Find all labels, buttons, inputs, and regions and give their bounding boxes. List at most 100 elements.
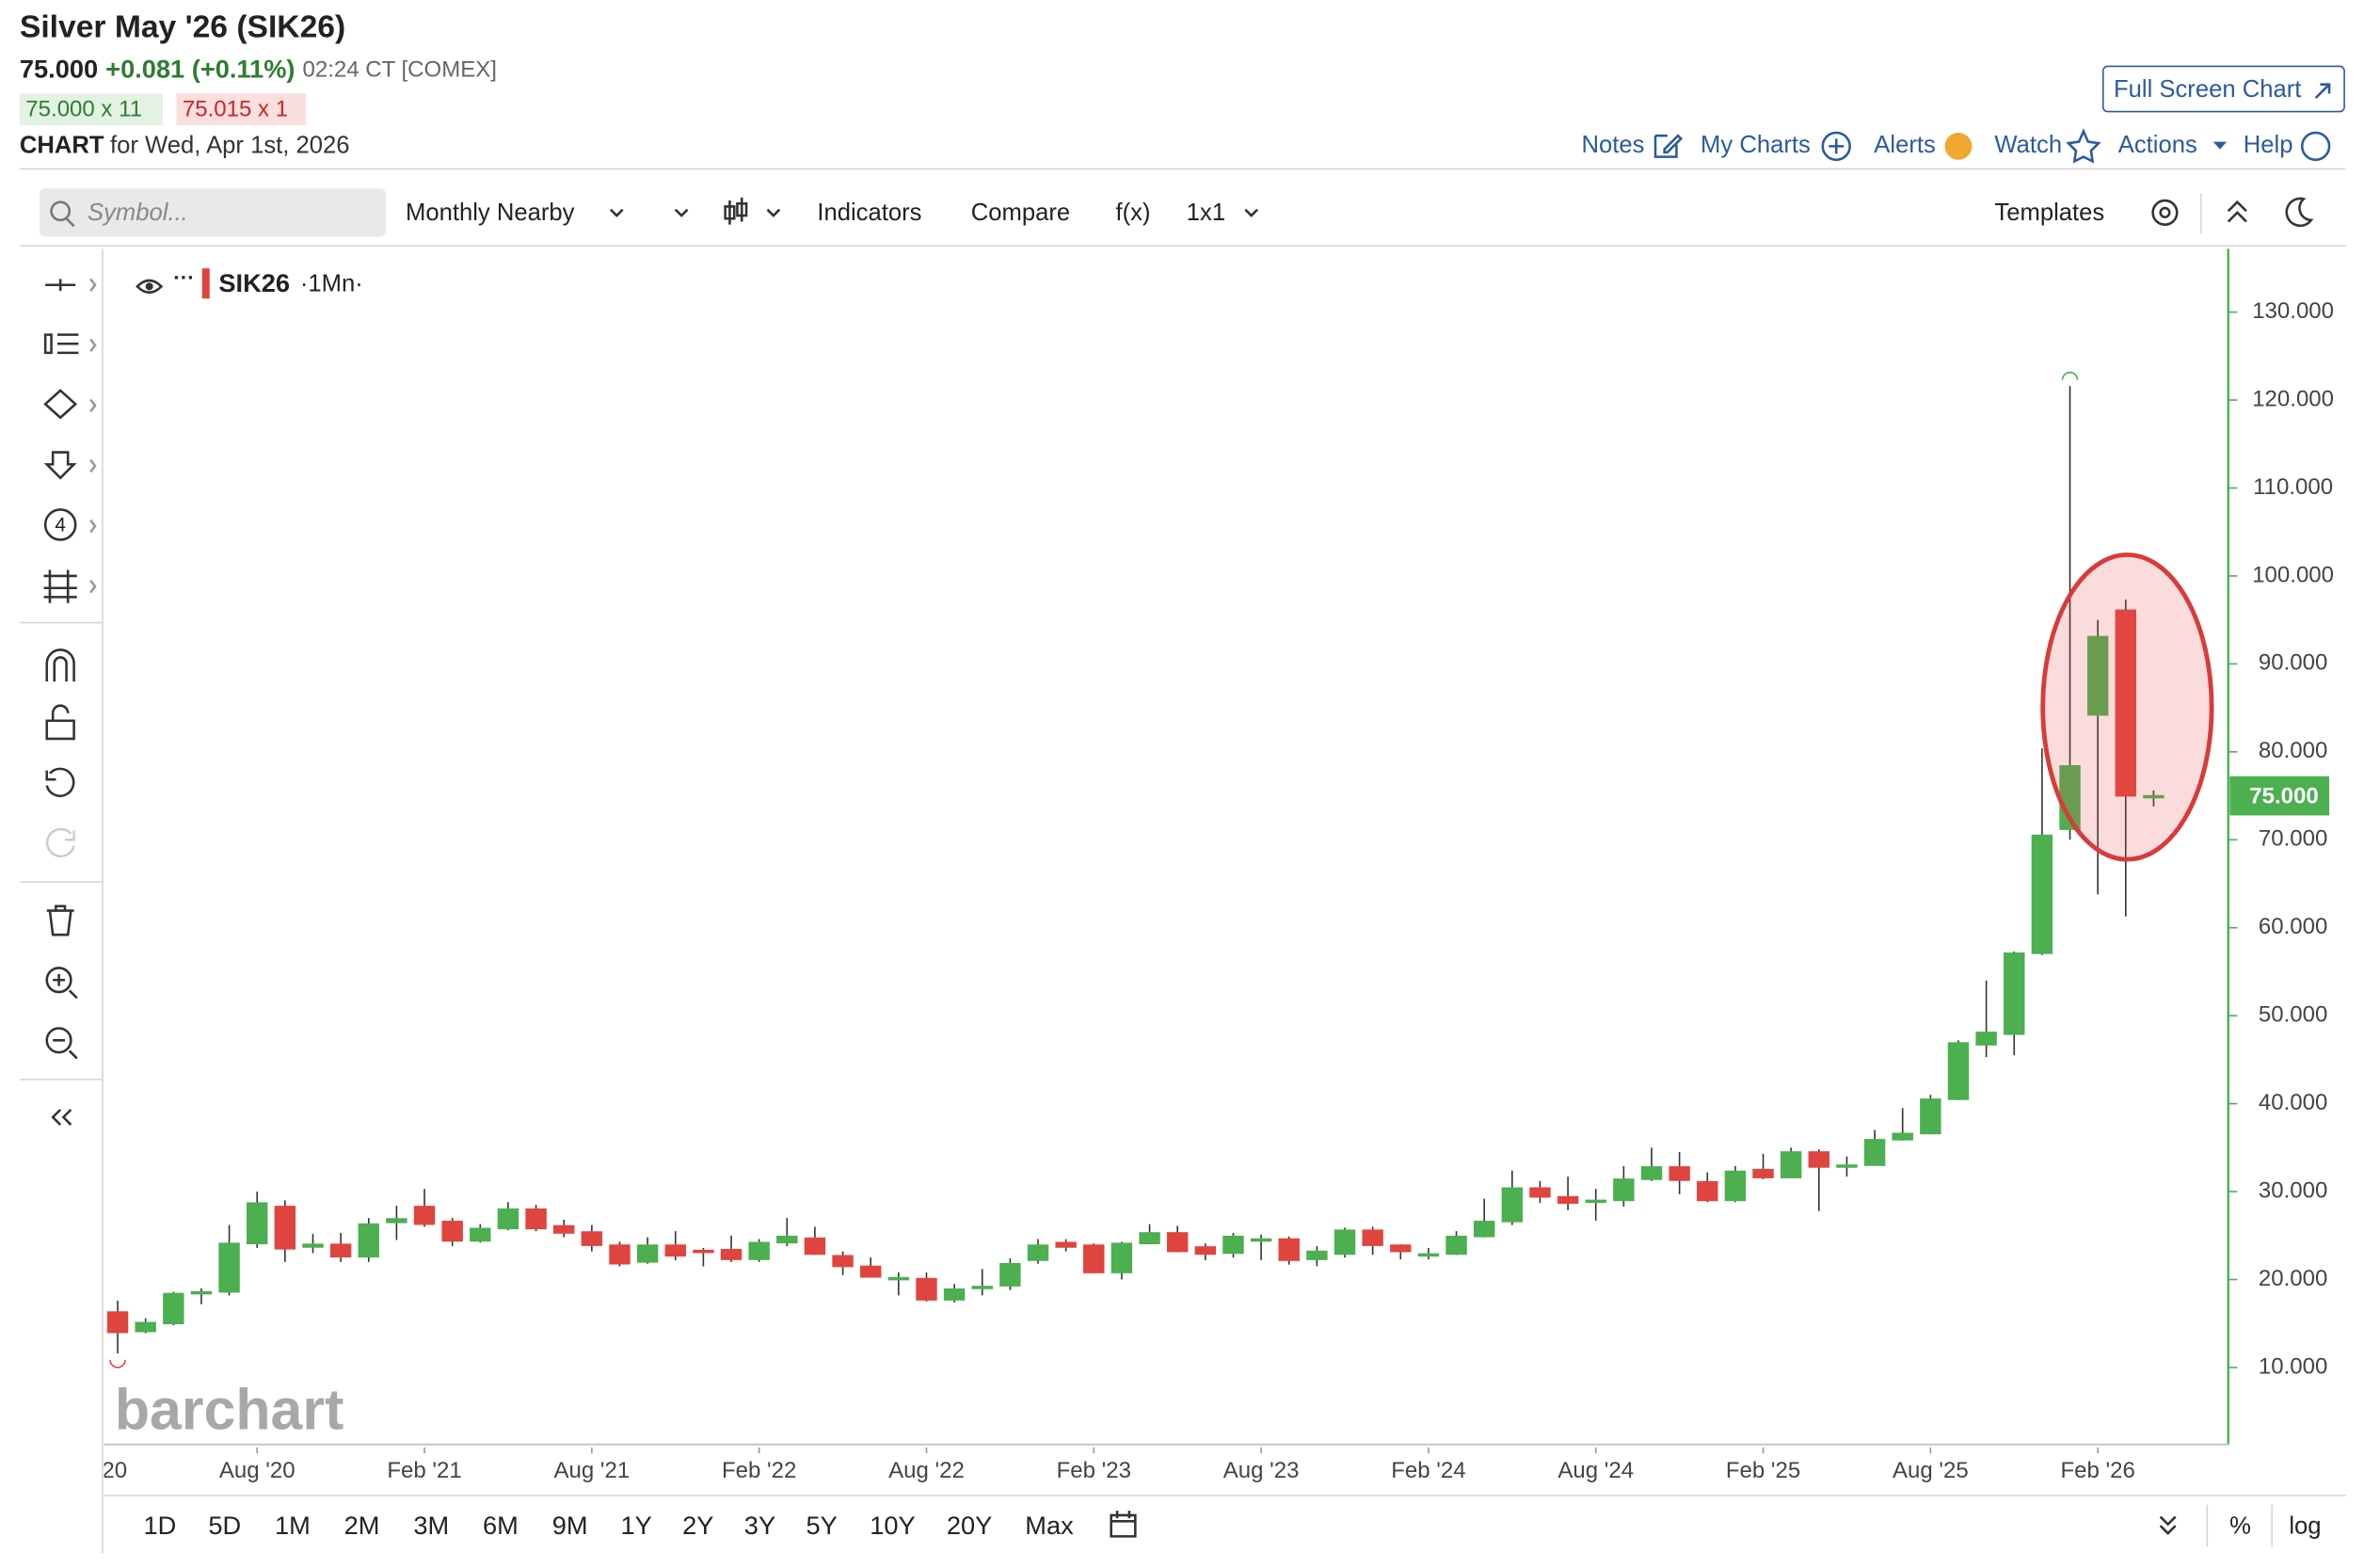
nav-link[interactable]: Alerts bbox=[1874, 132, 1936, 158]
x-tick-label: Feb '26 bbox=[2060, 1458, 2134, 1483]
period-button[interactable]: 6M bbox=[483, 1511, 519, 1540]
period-button[interactable]: 10Y bbox=[870, 1511, 915, 1540]
shape-tool[interactable] bbox=[43, 389, 78, 420]
y-tick-label: 40.000 bbox=[2259, 1090, 2327, 1115]
nav-link[interactable]: Actions bbox=[2118, 132, 2197, 158]
quote-line: 75.000 +0.081 (+0.11%) 02:24 CT [COMEX] bbox=[20, 54, 497, 83]
candle-body bbox=[218, 1242, 240, 1293]
fib-tool[interactable] bbox=[43, 333, 79, 355]
log-toggle[interactable]: log bbox=[2289, 1513, 2321, 1540]
y-tick-label: 10.000 bbox=[2259, 1353, 2327, 1379]
delete-tool[interactable] bbox=[46, 904, 74, 936]
candle-body bbox=[2004, 952, 2025, 1035]
period-button[interactable]: 5D bbox=[208, 1511, 241, 1540]
period-button[interactable]: 1Y bbox=[620, 1511, 651, 1540]
period-button[interactable]: 20Y bbox=[947, 1511, 992, 1540]
candles bbox=[106, 386, 2164, 1354]
chart-date-line: CHART for Wed, Apr 1st, 2026 bbox=[20, 132, 350, 158]
redo-tool[interactable] bbox=[45, 827, 75, 858]
candle-body bbox=[859, 1265, 882, 1278]
external-icon bbox=[2314, 83, 2331, 100]
templates-button[interactable]: Templates bbox=[1994, 200, 2104, 226]
collapse-toolbar[interactable] bbox=[51, 1109, 72, 1126]
chart-type-icon[interactable] bbox=[724, 197, 748, 225]
period-button[interactable]: 9M bbox=[552, 1511, 588, 1540]
nav-link[interactable]: Watch bbox=[1994, 132, 2062, 158]
zoom-in-ring bbox=[45, 967, 72, 994]
x-tick-label: Aug '21 bbox=[553, 1458, 630, 1483]
zoom-out-tool[interactable] bbox=[53, 1039, 78, 1060]
candle-body bbox=[1920, 1098, 1941, 1135]
candle-body bbox=[1863, 1139, 1886, 1166]
nav-link[interactable]: My Charts bbox=[1701, 132, 1811, 158]
candle-body bbox=[106, 1311, 129, 1334]
period-button[interactable]: 1M bbox=[275, 1511, 311, 1540]
candle-body bbox=[1334, 1229, 1356, 1256]
visibility-icon[interactable] bbox=[136, 279, 164, 295]
zoom-in-tool[interactable] bbox=[53, 973, 78, 1000]
indicators-button[interactable]: Indicators bbox=[817, 200, 921, 226]
x-tick-label: Feb '23 bbox=[1057, 1458, 1131, 1483]
period-button[interactable]: 2Y bbox=[682, 1511, 713, 1540]
title: Silver May '26 (SIK26) bbox=[20, 9, 345, 44]
settings-icon[interactable] bbox=[2151, 199, 2179, 226]
bid-box bbox=[19, 93, 164, 125]
period-button[interactable]: Max bbox=[1025, 1511, 1074, 1540]
dark-mode-icon[interactable] bbox=[2285, 197, 2314, 228]
candle-body bbox=[358, 1223, 379, 1258]
y-tick-label: 20.000 bbox=[2259, 1266, 2327, 1291]
full-screen-button[interactable]: Full Screen Chart bbox=[2101, 65, 2345, 113]
layout-button[interactable]: 1x1 bbox=[1187, 200, 1225, 226]
period-button[interactable]: 3Y bbox=[744, 1511, 775, 1540]
candle-body bbox=[1501, 1187, 1524, 1223]
nav-link[interactable]: Help bbox=[2244, 132, 2293, 158]
period-button[interactable]: 3M bbox=[413, 1511, 449, 1540]
percent-toggle[interactable]: % bbox=[2229, 1513, 2251, 1540]
candle-body bbox=[1808, 1151, 1830, 1168]
candle-body bbox=[581, 1231, 603, 1246]
undo-tool[interactable] bbox=[45, 767, 75, 797]
candle-body bbox=[1473, 1221, 1495, 1238]
candle-body bbox=[748, 1241, 770, 1260]
help-icon bbox=[2300, 131, 2331, 162]
candle-body bbox=[1669, 1166, 1690, 1181]
candle-body bbox=[609, 1244, 631, 1265]
candle-body bbox=[1836, 1164, 1858, 1168]
expand-icon[interactable] bbox=[2159, 1515, 2177, 1535]
count-tool[interactable] bbox=[43, 508, 77, 541]
caret-icon bbox=[2212, 141, 2228, 150]
period-button[interactable]: 1D bbox=[143, 1511, 176, 1540]
measure-tool[interactable] bbox=[43, 569, 77, 603]
period-button[interactable]: 2M bbox=[344, 1511, 380, 1540]
candle-body bbox=[329, 1243, 352, 1258]
candle-body bbox=[470, 1227, 491, 1242]
compare-button[interactable]: Compare bbox=[971, 200, 1070, 226]
period-button[interactable]: 5Y bbox=[806, 1511, 837, 1540]
last-price-box bbox=[2229, 776, 2330, 816]
symbol-search[interactable]: Symbol... bbox=[39, 188, 387, 237]
x-tick-label: Feb '20 bbox=[53, 1458, 127, 1483]
candle-body bbox=[2115, 609, 2137, 797]
nav-link[interactable]: Notes bbox=[1582, 132, 1645, 158]
fx-button[interactable]: f(x) bbox=[1116, 200, 1151, 226]
x-tick-label: Feb '25 bbox=[1726, 1458, 1800, 1483]
button-frame bbox=[2101, 65, 2345, 113]
candle-body bbox=[1892, 1132, 1913, 1141]
candle-body bbox=[1724, 1170, 1747, 1202]
candle-body bbox=[247, 1202, 268, 1245]
line-tool[interactable] bbox=[45, 279, 76, 292]
candle-body bbox=[1446, 1235, 1467, 1256]
arrow-tool[interactable] bbox=[43, 451, 77, 480]
candle-body bbox=[2031, 834, 2053, 954]
notes-icon bbox=[1653, 134, 1684, 158]
add-icon-plus bbox=[1829, 138, 1845, 154]
more-menu[interactable]: ··· bbox=[173, 265, 194, 289]
magnet-tool[interactable] bbox=[45, 648, 75, 682]
candle-body bbox=[943, 1288, 966, 1301]
lock-tool[interactable] bbox=[45, 704, 75, 741]
collapse-icon[interactable] bbox=[2227, 200, 2247, 223]
candle-body bbox=[776, 1235, 798, 1244]
period-select[interactable]: Monthly Nearby bbox=[406, 200, 575, 226]
calendar-icon[interactable] bbox=[1110, 1511, 1137, 1538]
